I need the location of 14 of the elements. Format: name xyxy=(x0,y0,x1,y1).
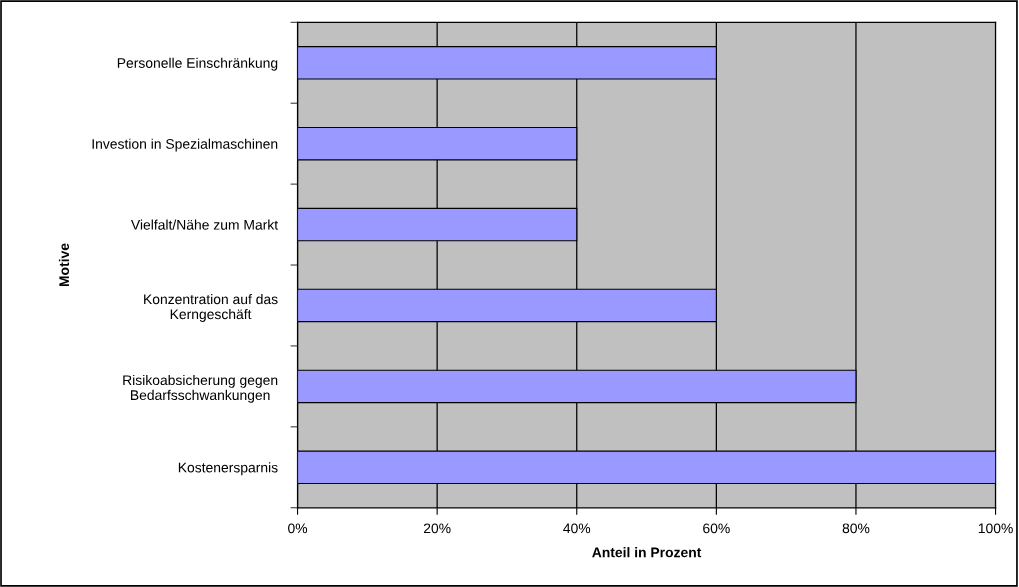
x-tick-label: 100% xyxy=(978,523,1013,534)
y-axis-title: Motive xyxy=(58,243,70,287)
y-tick-label: Personelle Einschränkung xyxy=(117,57,278,71)
x-axis-title: Anteil in Prozent xyxy=(592,547,702,558)
y-tick-label: Kostenersparnis xyxy=(178,462,278,476)
x-tick-label: 0% xyxy=(288,523,308,534)
x-tick-label: 20% xyxy=(423,523,451,534)
x-tick-label: 40% xyxy=(563,523,591,534)
y-tick-label: Risikoabsicherung gegen Bedarfsschwankungen xyxy=(123,374,278,403)
x-tick-label: 80% xyxy=(842,523,870,534)
y-tick-label: Investion in Spezialmaschinen xyxy=(92,138,278,152)
y-tick-label: Vielfalt/Nähe zum Markt xyxy=(130,219,279,230)
x-tick-label: 60% xyxy=(703,523,730,534)
y-tick-label: Konzentration auf das Kerngeschäft xyxy=(144,293,278,322)
